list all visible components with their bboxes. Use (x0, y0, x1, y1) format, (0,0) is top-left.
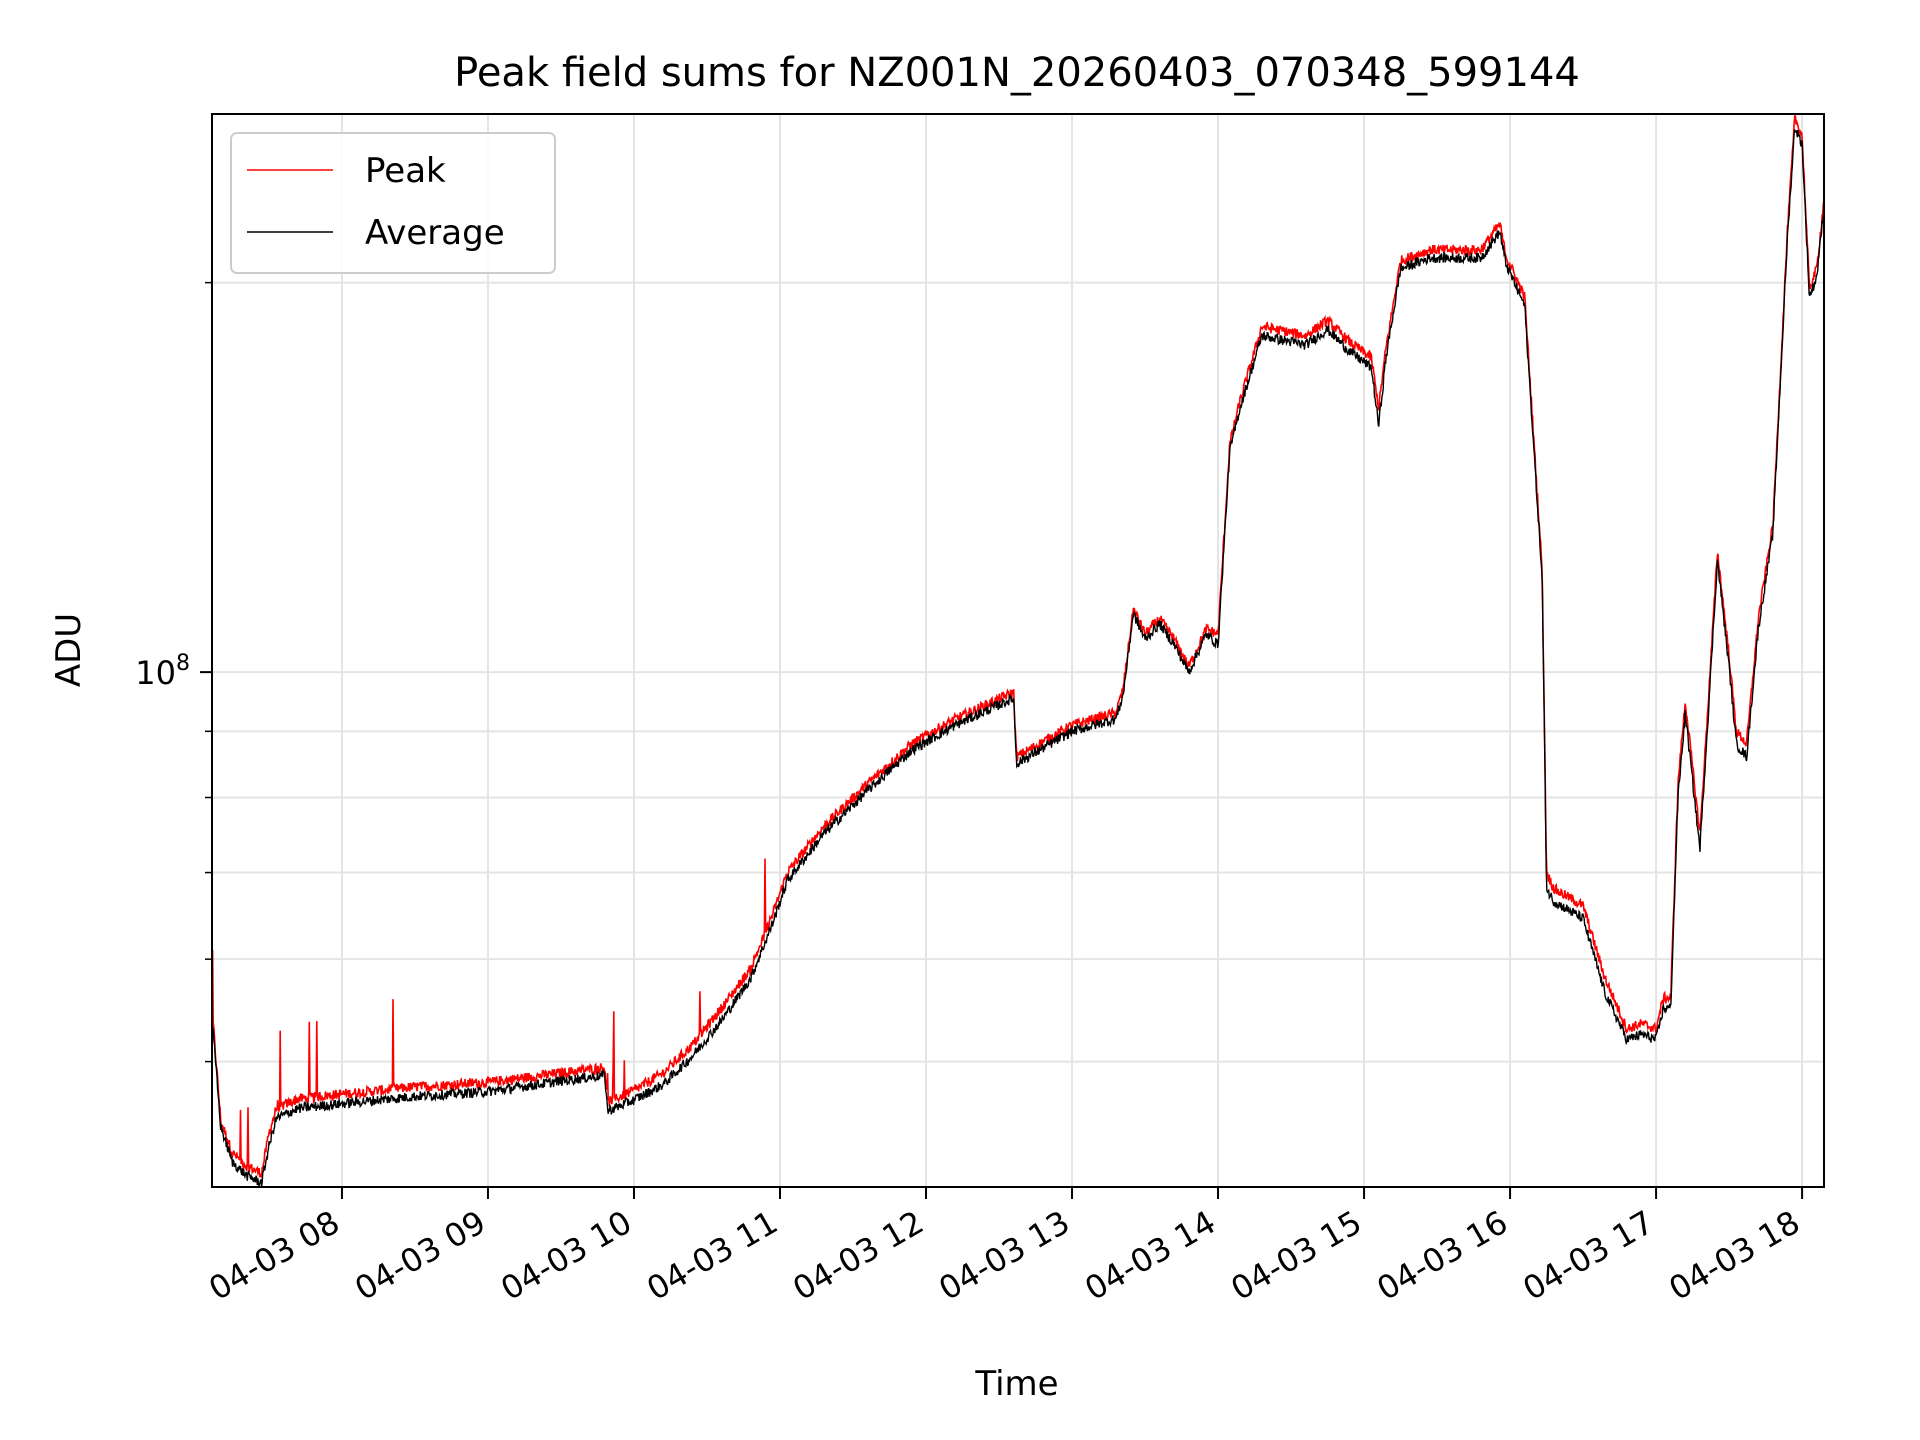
chart-title: Peak field sums for NZ001N_20260403_0703… (454, 50, 1580, 96)
series-line-average (212, 128, 1824, 1187)
series-line-peak (212, 114, 1824, 1179)
y-axis: 108 (135, 281, 212, 1063)
legend: Peak Average (230, 132, 556, 274)
x-axis-label: Time (974, 1364, 1058, 1404)
series-layer (212, 114, 1824, 1187)
y-tick-label: 108 (135, 651, 190, 692)
grid (212, 114, 1824, 1187)
plot-frame (211, 113, 1825, 1188)
y-axis-label: ADU (49, 613, 89, 687)
legend-box (230, 132, 556, 274)
legend-label-peak: Peak (365, 151, 446, 191)
legend-label-average: Average (365, 213, 505, 253)
